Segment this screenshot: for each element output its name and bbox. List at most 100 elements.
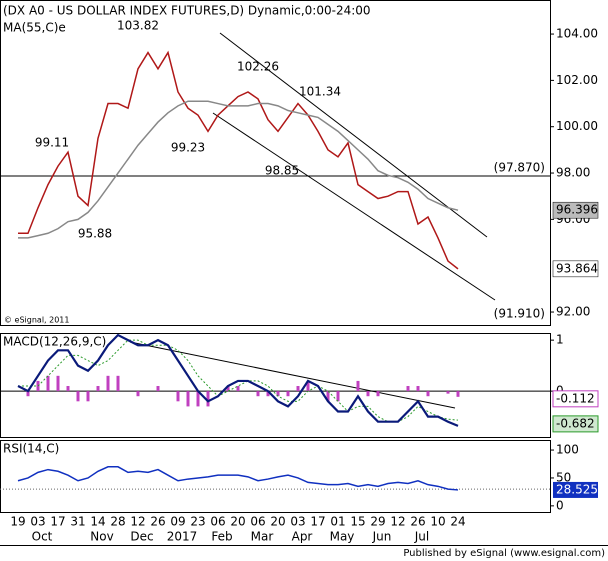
histogram-bar (46, 375, 50, 392)
price-frame (0, 0, 551, 326)
macd-trendline (129, 341, 456, 409)
histogram-bar (256, 391, 260, 397)
histogram-bar (96, 386, 100, 392)
month-label: Feb (211, 530, 232, 544)
histogram-bar (406, 386, 410, 392)
histogram-bar (366, 391, 370, 397)
month-label: Dec (130, 530, 153, 544)
footer: Published by eSignal (www.esignal.com) (403, 548, 605, 559)
copyright: © eSignal, 2011 (4, 316, 69, 325)
x-tick-label: 26 (410, 515, 425, 529)
histogram-bar (136, 391, 140, 397)
y-tick-label: 100.00 (556, 119, 598, 133)
x-tick-label: 06 (210, 515, 225, 529)
histogram-bar (56, 375, 60, 392)
x-tick-label: 06 (250, 515, 265, 529)
last-value-label: 96.396 (556, 203, 598, 217)
x-tick-label: 24 (450, 515, 465, 529)
last-value-box (552, 260, 599, 278)
month-label: 2017 (167, 530, 198, 544)
last-value-label: -0.682 (556, 416, 595, 430)
x-tick-label: 20 (270, 515, 285, 529)
x-tick-label: 03 (290, 515, 305, 529)
x-tick-label: 17 (310, 515, 325, 529)
last-value-label: 93.864 (556, 261, 598, 275)
last-value-box (552, 201, 599, 219)
histogram-bar (236, 386, 240, 392)
x-tick-label: 28 (110, 515, 125, 529)
histogram-bar (186, 391, 190, 407)
histogram-bar (156, 386, 160, 392)
price-annotation: 99.11 (35, 136, 69, 150)
price-annotation: 101.34 (299, 85, 341, 99)
histogram-bar (66, 386, 70, 392)
x-tick-label: 03 (30, 515, 45, 529)
histogram-bar (426, 391, 430, 397)
histogram-bar (456, 391, 460, 397)
last-value-label: -0.112 (556, 391, 595, 405)
last-value-box (552, 390, 599, 408)
y-tick-label: 104.00 (556, 27, 598, 41)
month-label: Oct (32, 530, 53, 544)
histogram-bar (176, 391, 180, 402)
month-label: Jun (372, 530, 392, 544)
frames (0, 0, 608, 546)
histogram-bar (376, 391, 380, 397)
y-tick-label: 50 (556, 470, 571, 484)
x-tick-label: 10 (430, 515, 445, 529)
x-tick-label: 01 (330, 515, 345, 529)
histogram-bar (76, 391, 80, 402)
y-tick-label: 98.00 (556, 166, 590, 180)
x-tick-label: 12 (130, 515, 145, 529)
rsi-title: RSI(14,C) (3, 442, 59, 456)
x-tick-label: 12 (390, 515, 405, 529)
reference-label: (97.870) (494, 161, 545, 175)
histogram-bar (86, 391, 90, 402)
price-annotation: 102.26 (237, 60, 279, 74)
histogram-bar (286, 391, 290, 397)
y-tick-label: 92.00 (556, 305, 590, 319)
x-tick-label: 17 (50, 515, 65, 529)
last-value-box (552, 415, 599, 433)
rsi-frame (0, 440, 551, 513)
ma-legend: MA(55,C)e (3, 21, 66, 35)
histogram-bar (446, 391, 450, 394)
histogram-bar (276, 391, 280, 397)
price-line (18, 50, 459, 270)
x-tick-label: 20 (230, 515, 245, 529)
histogram-bar (206, 391, 210, 407)
price-annotation: 98.85 (265, 164, 299, 178)
price-annotation: 95.88 (78, 227, 112, 241)
macd-title: MACD(12,26,9,C) (3, 335, 106, 349)
histogram-bar (226, 386, 230, 392)
y-tick-label: 0 (556, 498, 564, 512)
histogram-bar (196, 391, 200, 407)
x-tick-label: 14 (90, 515, 105, 529)
price-annotation: 99.23 (171, 141, 205, 155)
histogram-bar (106, 375, 110, 392)
y-tick-label: 100 (556, 443, 579, 457)
x-tick-label: 29 (370, 515, 385, 529)
histogram-bar (416, 386, 420, 392)
x-tick-label: 23 (190, 515, 205, 529)
month-label: May (330, 530, 355, 544)
channel-lower (212, 112, 496, 301)
chart-title: (DX A0 - US DOLLAR INDEX FUTURES,D) Dyna… (3, 4, 371, 18)
channel-upper (219, 32, 488, 238)
last-value-label: 28.525 (556, 482, 598, 496)
macd-line (17, 333, 459, 427)
histogram-bar (306, 380, 310, 392)
last-value-box (553, 481, 598, 498)
x-tick-label: 26 (150, 515, 165, 529)
month-label: Nov (90, 530, 113, 544)
histogram-bar (356, 380, 360, 392)
month-label: Jul (414, 530, 429, 544)
rsi-line (17, 466, 459, 491)
histogram-bar (336, 391, 340, 402)
x-tick-label: 09 (170, 515, 185, 529)
macd-frame (0, 333, 551, 438)
x-tick-label: 15 (350, 515, 365, 529)
price-annotation: 103.82 (117, 19, 159, 33)
